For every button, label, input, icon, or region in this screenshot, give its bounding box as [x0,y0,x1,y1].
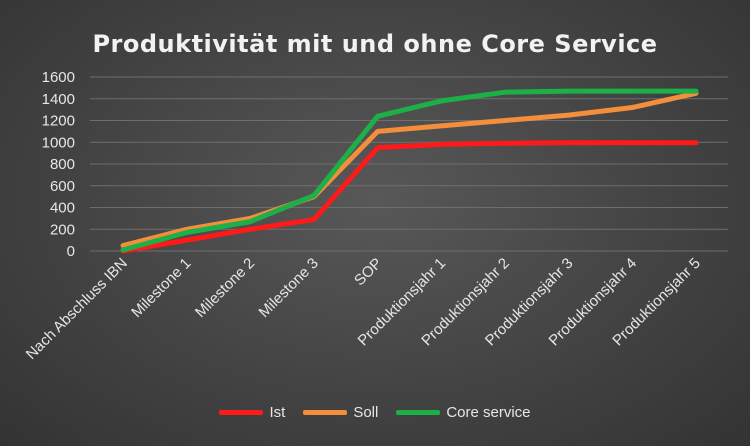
legend-swatch [303,410,348,415]
y-tick-label: 600 [50,178,75,195]
y-tick-label: 1400 [42,91,75,108]
x-tick-label: SOP [351,255,385,289]
y-tick-label: 1200 [42,113,75,130]
legend-label: Core service [446,404,531,421]
series-line-ist [120,140,699,254]
legend-swatch [219,410,264,415]
series-line-soll [120,90,699,249]
legend-swatch [396,410,441,415]
chart-title: Produktivität mit und ohne Core Service [92,30,658,58]
y-axis-tick-labels: 0 200 400 600 800 1000 1200 1400 1600 [42,69,75,260]
legend-item: Ist [219,404,285,421]
y-tick-label: 400 [50,200,75,217]
y-tick-label: 0 [67,243,75,260]
legend: Ist Soll Core service [0,404,750,421]
x-tick-label: Nach Abschluss IBN [23,255,131,363]
series-lines [120,88,699,254]
legend-item: Core service [396,404,531,421]
y-tick-label: 1000 [42,134,75,151]
y-tick-label: 200 [50,221,75,238]
series-line-core-service [120,88,699,253]
legend-label: Soll [353,404,379,421]
legend-label: Ist [269,404,286,421]
gridlines [90,76,728,252]
x-tick-label: Milestone 2 [192,255,258,321]
y-tick-label: 800 [50,156,75,173]
x-tick-label: Milestone 3 [256,255,322,321]
y-tick-label: 1600 [42,69,75,86]
legend-item: Soll [303,404,378,421]
x-tick-label: Milestone 1 [128,255,194,321]
